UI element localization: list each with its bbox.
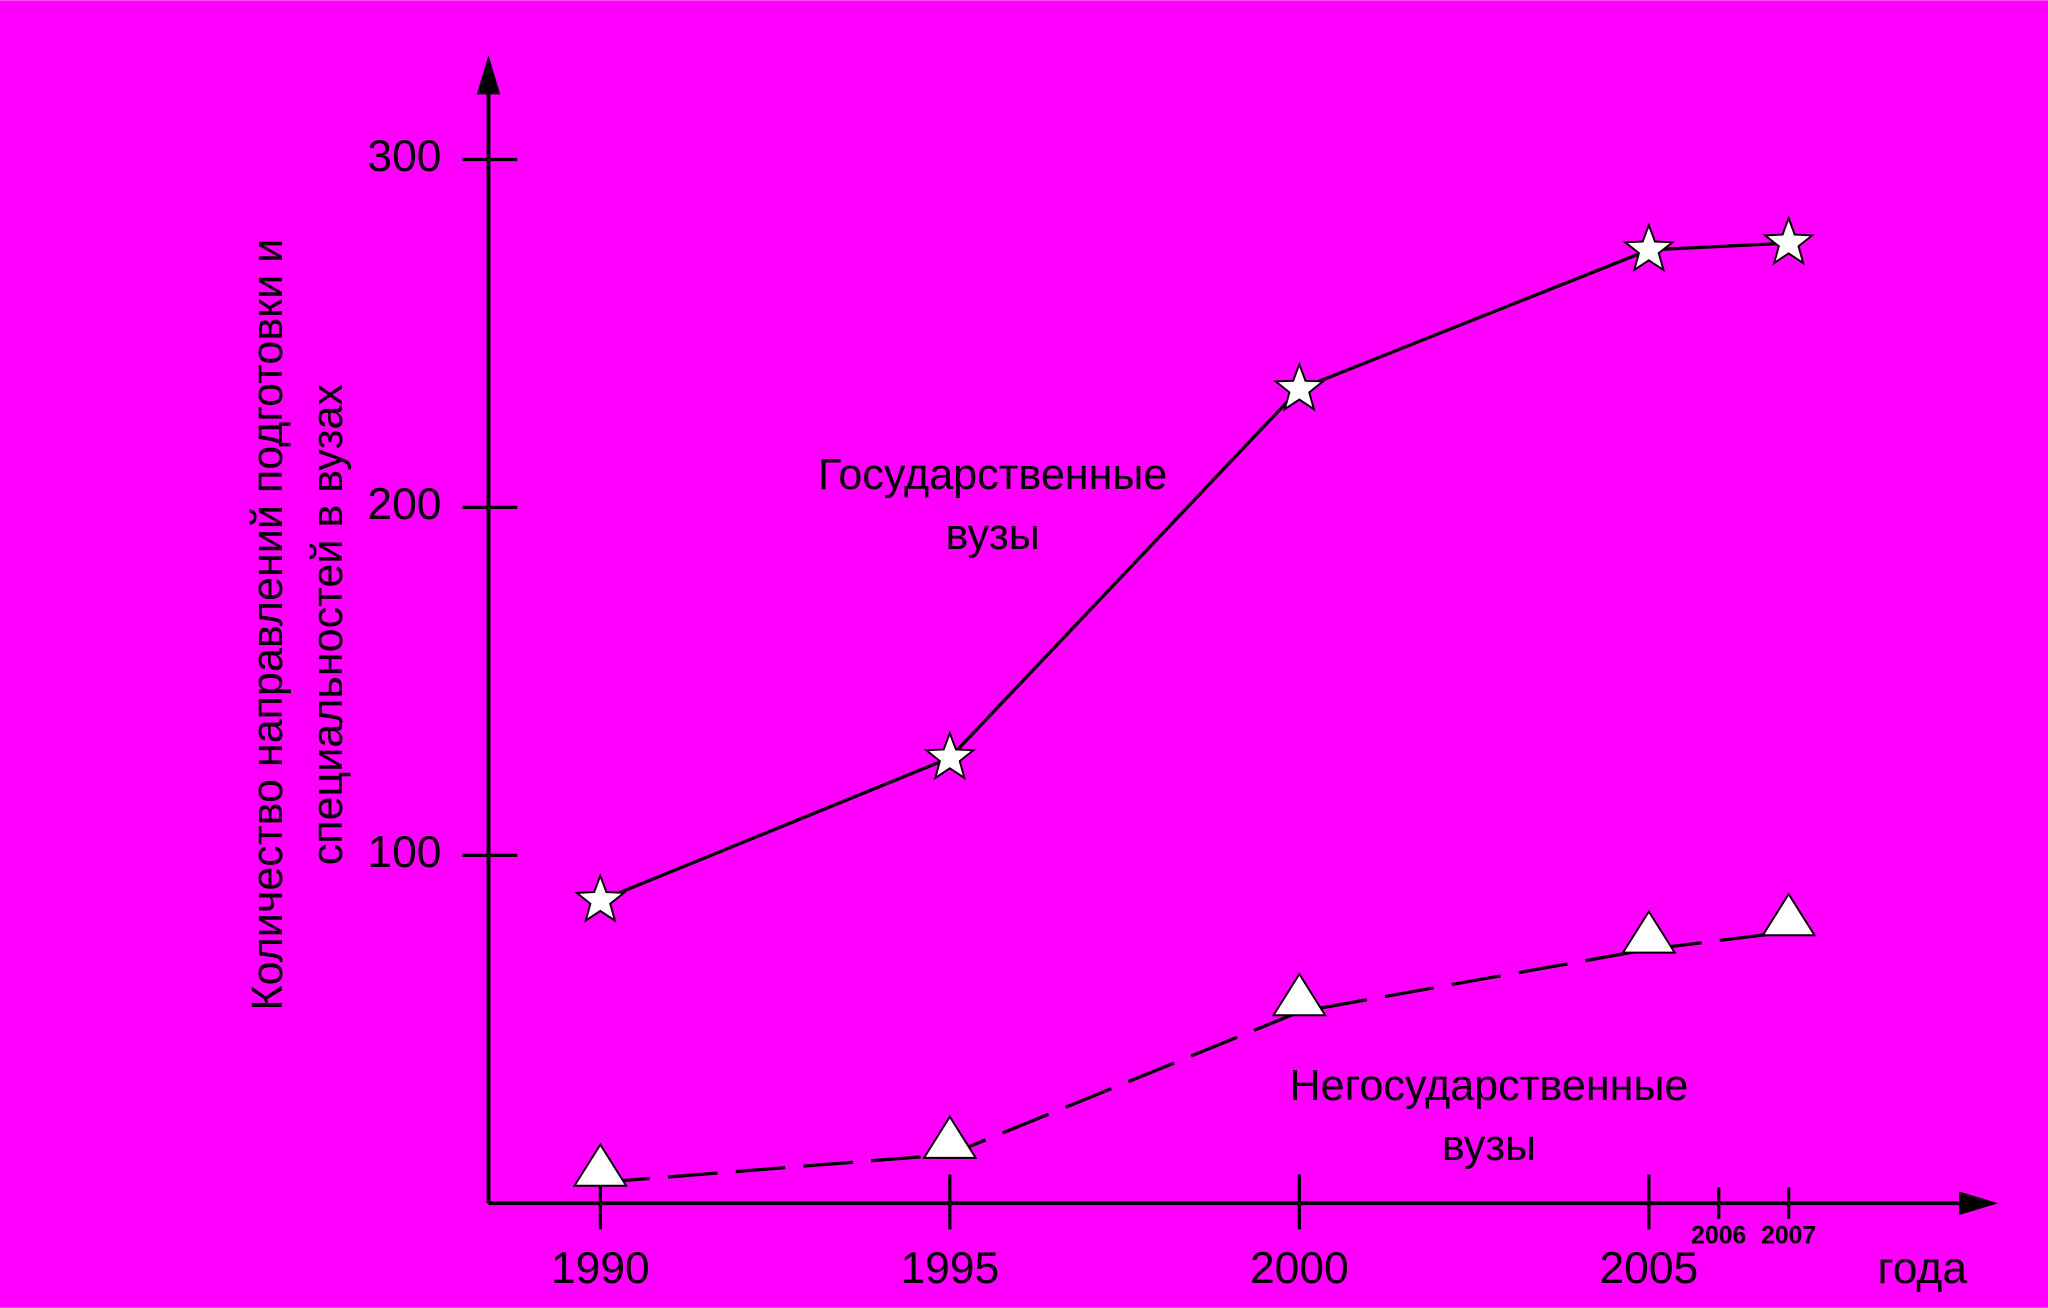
x-tick-label: 1995 <box>900 1244 999 1293</box>
series-label: Государственные вузы <box>817 449 1168 558</box>
marker <box>1621 909 1677 954</box>
y-tick-label: 200 <box>367 480 441 529</box>
y-tick-label: 100 <box>367 828 441 877</box>
y-tick-label: 300 <box>367 132 441 181</box>
marker <box>1273 361 1326 412</box>
x-tick-label: 2005 <box>1599 1244 1698 1293</box>
x-tick-label: 2000 <box>1250 1244 1349 1293</box>
marker <box>1271 972 1327 1017</box>
x-tick-label: 2006 <box>1691 1223 1746 1250</box>
x-tick-label: 1990 <box>551 1244 650 1293</box>
x-axis-label: года <box>1877 1244 1967 1293</box>
marker <box>1622 222 1676 273</box>
marker <box>922 1114 978 1159</box>
series-label-box: Негосударственные вузы <box>1289 1060 1689 1170</box>
y-axis-label: Количество направлений подготовки и <box>244 239 292 1011</box>
marker <box>923 730 977 781</box>
x-axis-arrow <box>1959 1191 1999 1215</box>
y-axis-arrow <box>476 55 501 95</box>
marker <box>1762 215 1815 266</box>
y-axis-label: специальностей в вузах <box>304 383 352 865</box>
marker <box>574 872 627 923</box>
marker <box>572 1142 628 1187</box>
x-tick-label: 2007 <box>1761 1223 1816 1250</box>
series-label: Негосударственные вузы <box>1289 1060 1689 1170</box>
series-label-box: Государственные вузы <box>817 449 1168 558</box>
marker <box>1761 892 1817 937</box>
